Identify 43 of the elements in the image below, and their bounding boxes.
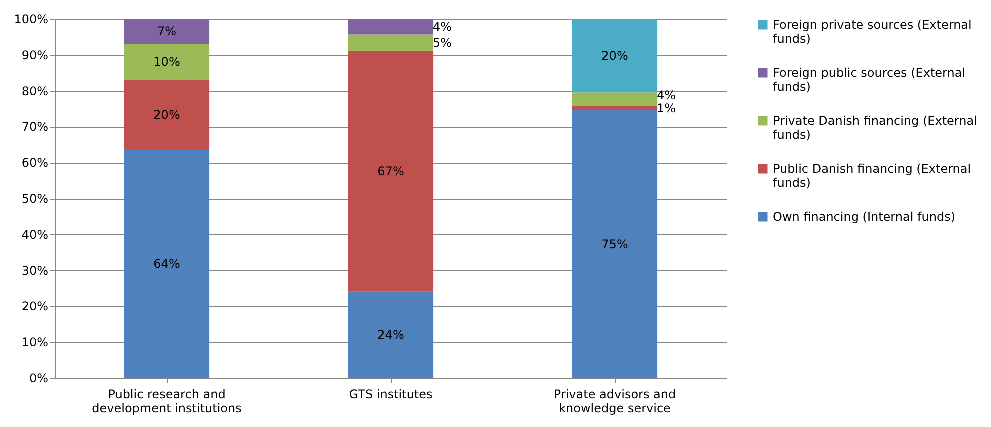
legend-label: Foreign public sources (External funds) xyxy=(773,66,966,94)
bar xyxy=(348,51,434,292)
y-tick-label: 40% xyxy=(22,228,48,242)
bar xyxy=(572,106,658,111)
bar xyxy=(572,92,658,106)
bar xyxy=(572,19,658,93)
data-label: 24% xyxy=(378,328,404,342)
y-tick-label: 80% xyxy=(22,84,48,98)
data-label: 67% xyxy=(378,164,404,179)
bar xyxy=(348,292,434,378)
y-tick-label: 100% xyxy=(14,12,48,26)
y-tick-label: 50% xyxy=(22,192,48,206)
bar xyxy=(124,80,210,150)
data-label: 1% xyxy=(657,101,676,116)
y-tick-label: 10% xyxy=(22,336,48,350)
bar xyxy=(124,44,210,80)
legend-label: Public Danish financing (External funds) xyxy=(773,162,972,190)
y-tick-label: 70% xyxy=(22,120,48,134)
legend-label: Own financing (Internal funds) xyxy=(773,210,956,224)
data-label: 75% xyxy=(602,237,628,252)
x-tick-label: GTS institutes xyxy=(349,388,433,402)
bar xyxy=(124,19,210,44)
data-label: 4% xyxy=(433,20,452,34)
data-label: 4% xyxy=(657,88,676,102)
data-label: 20% xyxy=(154,108,180,122)
data-label: 20% xyxy=(602,48,628,63)
x-tick-label: Public research and development institutions xyxy=(92,388,242,416)
data-label: 7% xyxy=(157,24,177,39)
bar xyxy=(124,150,210,378)
legend-label: Private Danish financing (External funds) xyxy=(773,114,978,142)
data-label: 10% xyxy=(154,55,180,70)
y-tick-label: 30% xyxy=(22,264,48,278)
legend-label: Foreign private sources (External funds) xyxy=(773,18,972,46)
data-label: 5% xyxy=(433,36,452,50)
y-tick-label: 60% xyxy=(22,156,48,170)
y-tick-label: 20% xyxy=(22,300,48,314)
bar xyxy=(572,110,658,378)
x-tick-label: Private advisors and knowledge service xyxy=(554,388,676,416)
y-tick-label: 90% xyxy=(22,48,48,62)
bar xyxy=(348,19,434,35)
data-label: 64% xyxy=(154,257,180,272)
bar xyxy=(348,34,434,52)
y-tick-label: 0% xyxy=(29,372,48,386)
